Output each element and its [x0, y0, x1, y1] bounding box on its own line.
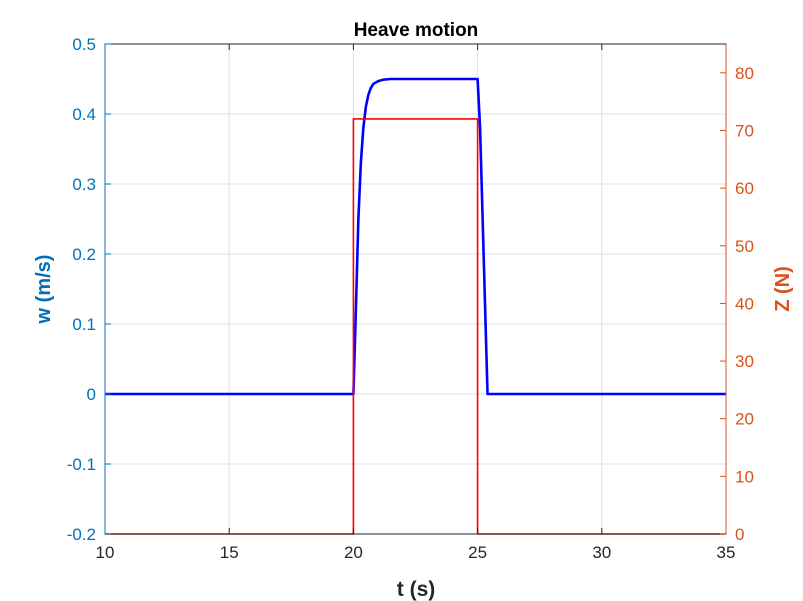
left-y-tick-label: 0 — [87, 385, 96, 404]
x-axis-label: t (s) — [397, 578, 436, 601]
right-y-axis-label: Z (N) — [772, 266, 794, 312]
x-tick-label: 20 — [344, 543, 363, 562]
right-y-tick-label: 80 — [735, 64, 754, 83]
right-y-tick-label: 50 — [735, 237, 754, 256]
grid-lines — [105, 44, 726, 534]
chart-title: Heave motion — [354, 20, 479, 41]
x-tick-label: 15 — [220, 543, 239, 562]
heave-velocity-series-line — [105, 77, 726, 396]
left-y-tick-label: 0.5 — [72, 35, 96, 54]
right-y-tick-label: 0 — [735, 525, 744, 544]
left-y-tick-label: -0.1 — [67, 455, 96, 474]
right-y-tick-label: 10 — [735, 467, 754, 486]
axis-ticks: 10 15 20 25 30 35 -0.2 -0.1 0 0.1 0.2 0.3 0.4 0.5 0 10 2… — [67, 35, 754, 562]
left-y-tick-label: -0.2 — [67, 525, 96, 544]
left-y-tick-label: 0.2 — [72, 245, 96, 264]
plot-frame — [104, 43, 727, 535]
right-y-tick-label: 20 — [735, 410, 754, 429]
right-y-tick-label: 40 — [735, 294, 754, 313]
left-y-axis-label: w (m/s) — [33, 255, 55, 325]
x-tick-label: 35 — [717, 543, 736, 562]
force-z-series-line — [105, 118, 726, 535]
right-y-tick-label: 70 — [735, 121, 754, 140]
right-y-tick-label: 60 — [735, 179, 754, 198]
right-y-tick-label: 30 — [735, 352, 754, 371]
left-y-tick-label: 0.4 — [72, 105, 96, 124]
left-y-tick-label: 0.1 — [72, 315, 96, 334]
left-y-tick-label: 0.3 — [72, 175, 96, 194]
x-tick-label: 25 — [468, 543, 487, 562]
x-tick-label: 30 — [592, 543, 611, 562]
data-series — [105, 77, 726, 535]
x-tick-label: 10 — [96, 543, 115, 562]
